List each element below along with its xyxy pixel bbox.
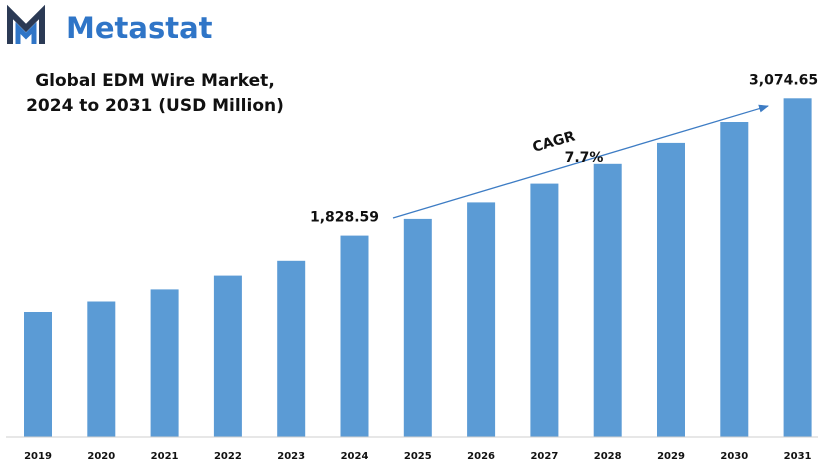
bars <box>24 98 812 438</box>
bar-2020 <box>87 301 116 437</box>
bar-2028 <box>593 163 622 438</box>
bar-2031 <box>783 98 812 438</box>
cagr-value: 7.7% <box>565 150 604 166</box>
x-tick-2029: 2029 <box>657 451 685 462</box>
bar-2030 <box>720 122 749 437</box>
chart-title-line-2: 2024 to 2031 (USD Million) <box>26 96 284 116</box>
x-tick-2021: 2021 <box>151 451 179 462</box>
brand-name: Metastat <box>66 11 213 45</box>
bar-2026 <box>467 202 496 437</box>
bar-2024 <box>340 235 369 437</box>
x-tick-2023: 2023 <box>277 451 305 462</box>
metastat-logo-icon <box>7 4 45 44</box>
bar-2025 <box>403 218 432 437</box>
data-label-2031: 3,074.65 <box>749 72 818 88</box>
x-tick-2028: 2028 <box>594 451 622 462</box>
x-tick-2026: 2026 <box>467 451 495 462</box>
data-label-2024: 1,828.59 <box>310 210 379 226</box>
bar-2022 <box>213 275 242 437</box>
bar-2027 <box>530 183 559 437</box>
x-tick-2022: 2022 <box>214 451 242 462</box>
x-tick-2030: 2030 <box>720 451 748 462</box>
x-tick-2020: 2020 <box>87 451 115 462</box>
x-tick-2031: 2031 <box>784 451 812 462</box>
x-tick-2024: 2024 <box>341 451 369 462</box>
x-tick-2025: 2025 <box>404 451 432 462</box>
bar-2029 <box>657 142 685 437</box>
bar-2021 <box>150 289 179 437</box>
x-tick-2019: 2019 <box>24 451 52 462</box>
chart-title-line-1: Global EDM Wire Market, <box>35 71 275 91</box>
data-labels: 1,828.59 3,074.65 <box>310 72 818 225</box>
cagr-trend-arrow <box>392 104 769 219</box>
x-axis-ticks: 2019 2020 2021 2022 2023 2024 2025 2026 2027 2028… <box>24 451 811 462</box>
bar-2023 <box>277 260 306 437</box>
bar-2019 <box>24 312 52 437</box>
x-tick-2027: 2027 <box>530 451 558 462</box>
